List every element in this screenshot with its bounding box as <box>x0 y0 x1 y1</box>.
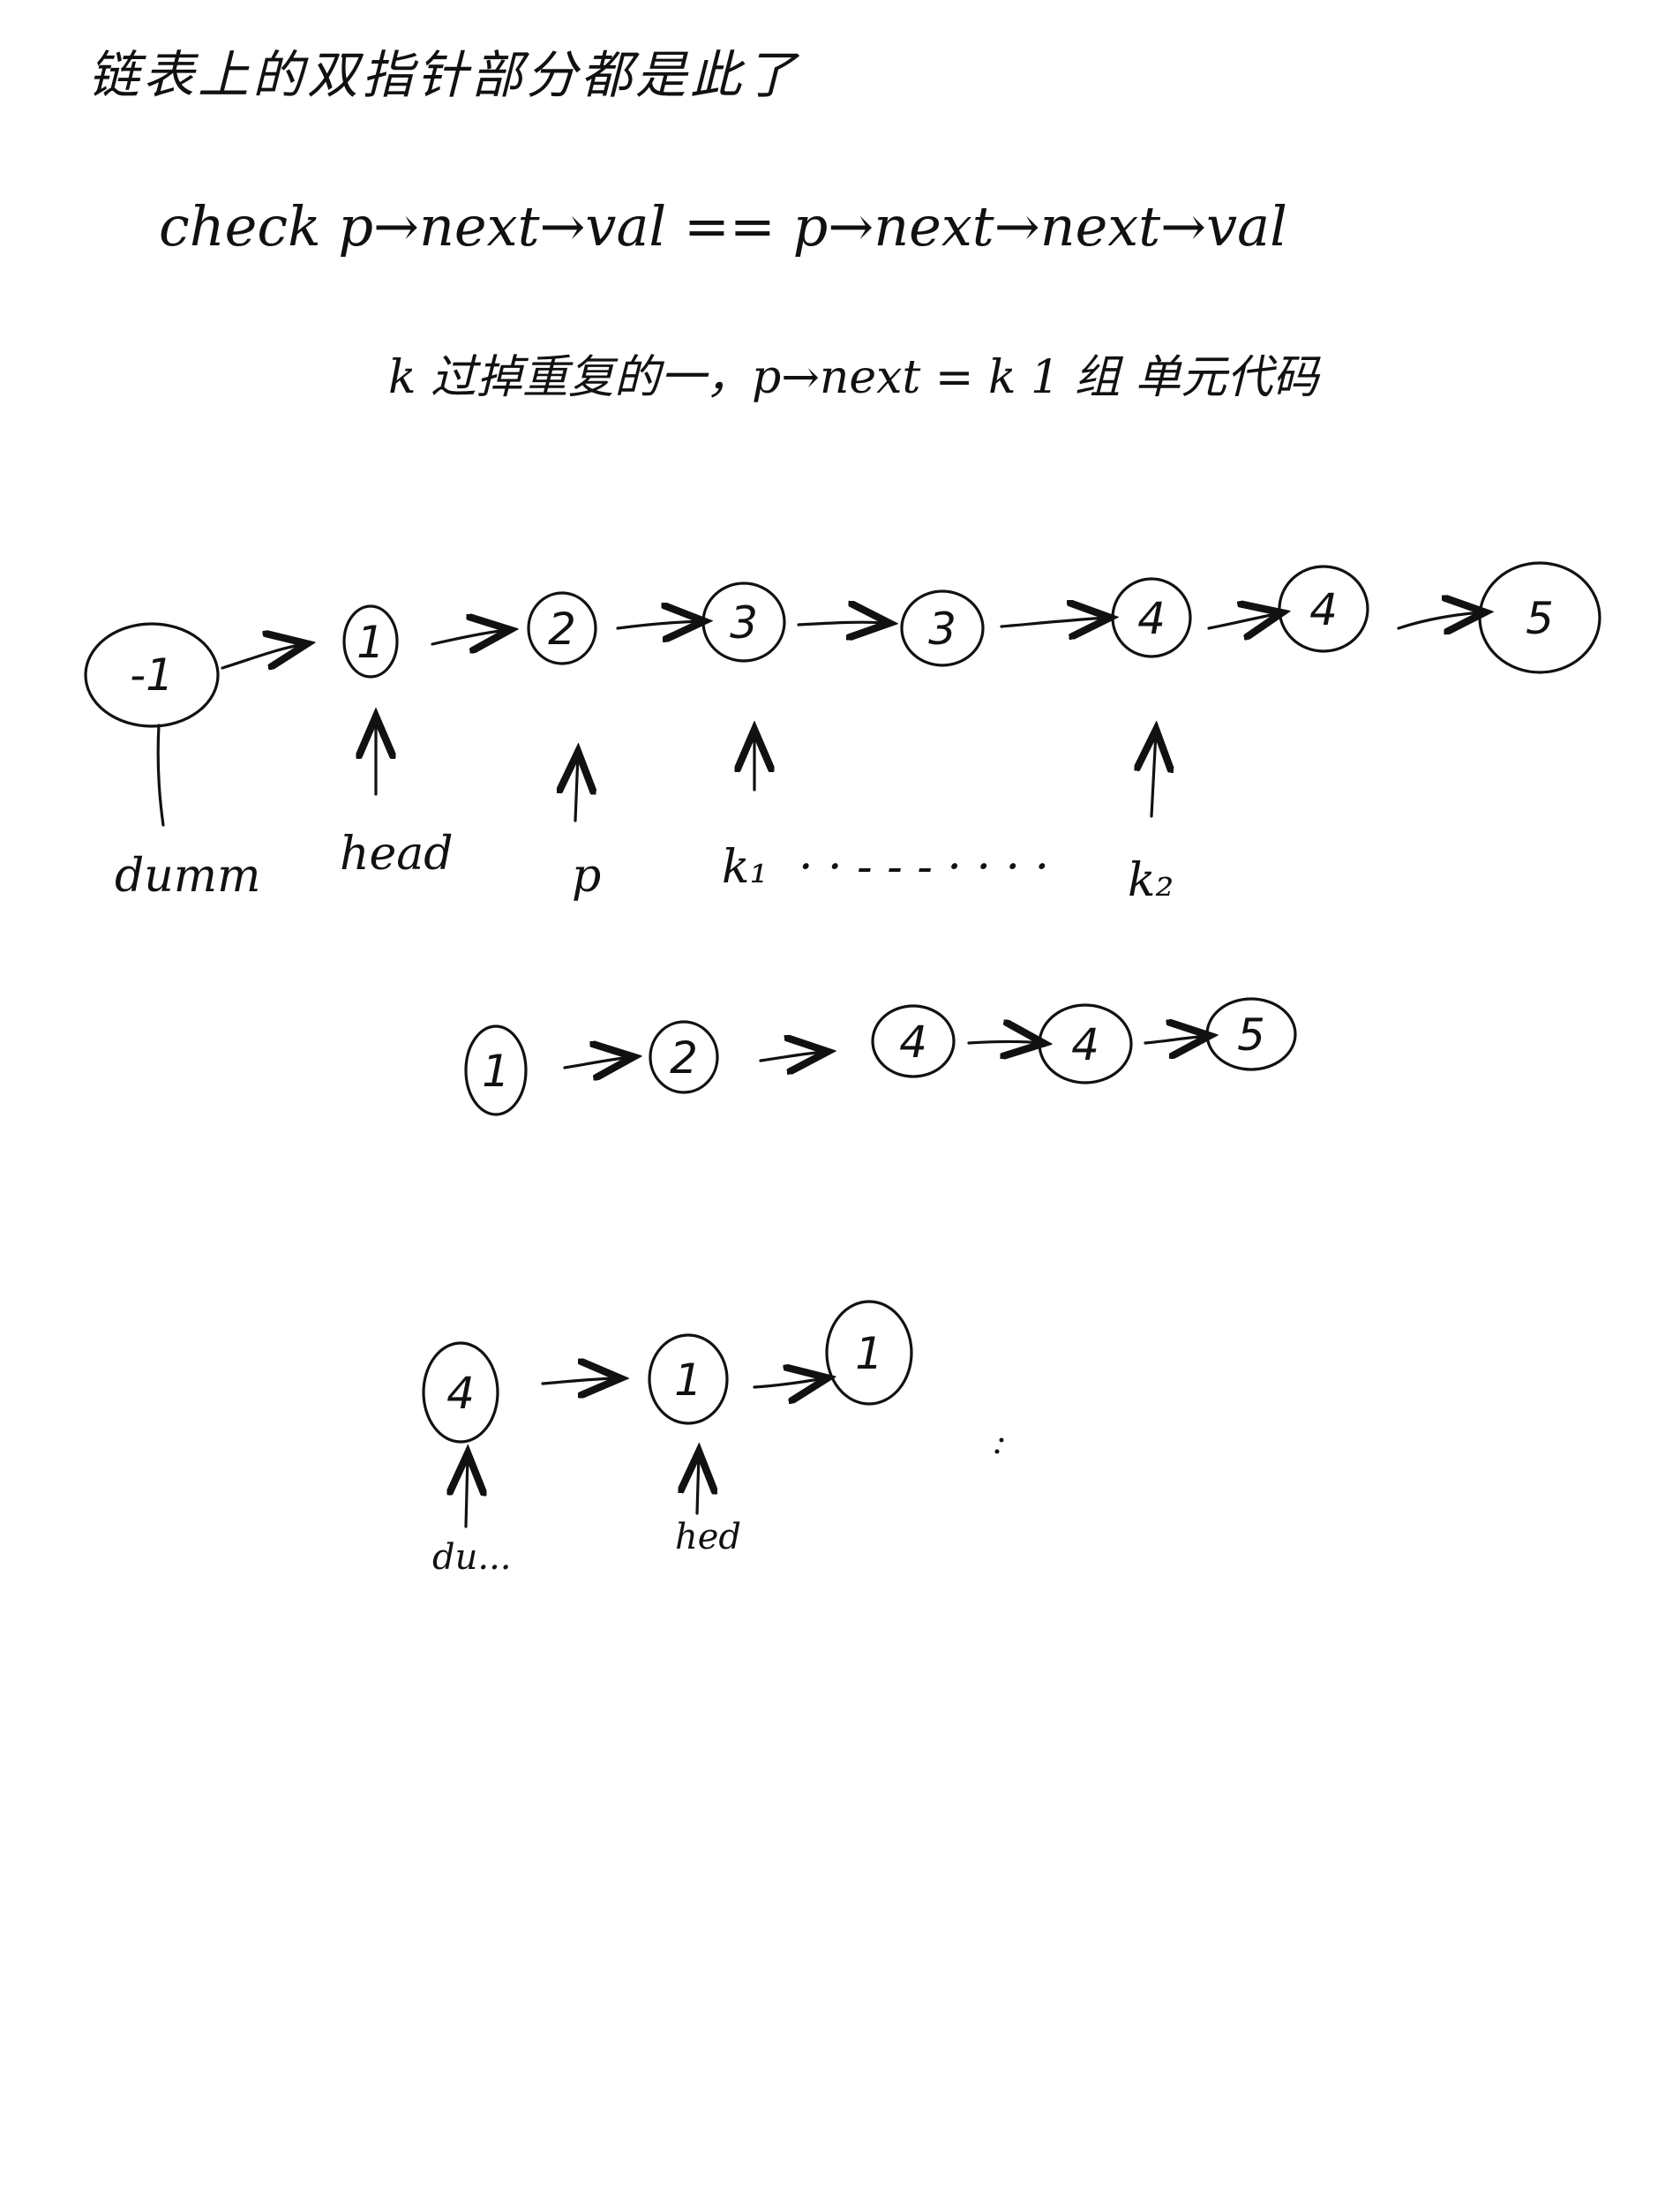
node-value: 5 <box>1526 593 1554 644</box>
node-value: 5 <box>1237 1009 1265 1061</box>
node-value: 4 <box>899 1017 927 1068</box>
p-label: p <box>572 850 601 903</box>
node-value: -1 <box>130 649 174 701</box>
node-value: 1 <box>855 1328 883 1379</box>
list-node: 5 <box>1205 997 1297 1071</box>
head-pointer-arrow <box>697 1454 699 1515</box>
next-arrow <box>541 1378 618 1384</box>
next-arrow <box>759 1052 825 1061</box>
list-node: 4 <box>871 1004 956 1078</box>
dummy-pointer-line <box>156 724 165 827</box>
list-node: 1 <box>342 604 399 679</box>
next-arrow <box>797 622 887 625</box>
list-node: 5 <box>1478 561 1601 674</box>
k-range-dots: · · - - - · · · · <box>799 841 1049 894</box>
k2-pointer-arrow <box>1151 732 1156 818</box>
k2-label: k₂ <box>1128 854 1174 907</box>
list-node: 4 <box>422 1341 499 1444</box>
head-label: hed <box>675 1517 741 1557</box>
list-node: -1 <box>84 622 220 728</box>
dummy-label: dumm <box>115 850 260 903</box>
list-node: 1 <box>648 1333 729 1425</box>
next-arrow <box>967 1042 1041 1044</box>
list-one: -1 1 2 3 3 4 4 5 <box>84 561 1601 907</box>
check-condition-line: check p→next→val == p→next→next→val <box>159 194 1287 259</box>
next-arrow <box>616 621 701 628</box>
stray-mark <box>999 1437 1004 1443</box>
node-value: 1 <box>482 1046 510 1097</box>
head-label: head <box>340 828 454 881</box>
k1-label: k₁ <box>722 841 768 894</box>
stray-mark <box>994 1449 1000 1454</box>
next-arrow <box>1000 618 1107 627</box>
next-arrow <box>431 630 507 644</box>
node-value: 4 <box>1309 584 1338 635</box>
list-node: 2 <box>527 591 597 665</box>
list-node: 4 <box>1278 565 1369 653</box>
list-node: 1 <box>464 1024 528 1116</box>
list-two: 1 2 4 4 5 <box>464 997 1297 1116</box>
list-node: 1 <box>825 1300 913 1406</box>
next-arrow <box>1397 612 1482 628</box>
list-node: 4 <box>1038 1003 1133 1084</box>
list-node: 3 <box>701 582 786 663</box>
node-value: 3 <box>730 597 758 649</box>
node-value: 2 <box>670 1032 698 1084</box>
dummy-label: du... <box>432 1537 512 1578</box>
skip-duplicates-note: k 过掉重复的一，p→next = k 1 组 单元代码 <box>388 351 1319 404</box>
dummy-pointer-arrow <box>466 1456 468 1528</box>
node-value: 4 <box>446 1368 475 1419</box>
node-value: 4 <box>1071 1019 1099 1070</box>
next-arrow <box>753 1378 825 1387</box>
list-node: 3 <box>900 589 985 667</box>
node-value: 2 <box>548 604 576 655</box>
next-arrow <box>563 1057 631 1068</box>
page-title: 链表上的双指针部分都是此了 <box>88 45 800 105</box>
next-arrow <box>1207 613 1279 628</box>
node-value: 1 <box>674 1354 702 1406</box>
next-arrow <box>1144 1036 1207 1043</box>
node-value: 4 <box>1137 593 1166 644</box>
next-arrow <box>221 644 304 668</box>
list-three: 4 1 1 du... hed <box>422 1300 1004 1578</box>
node-value: 1 <box>356 617 385 668</box>
node-value: 3 <box>928 604 956 655</box>
list-node: 4 <box>1111 577 1192 658</box>
list-node: 2 <box>649 1020 719 1094</box>
p-pointer-arrow <box>575 754 578 822</box>
